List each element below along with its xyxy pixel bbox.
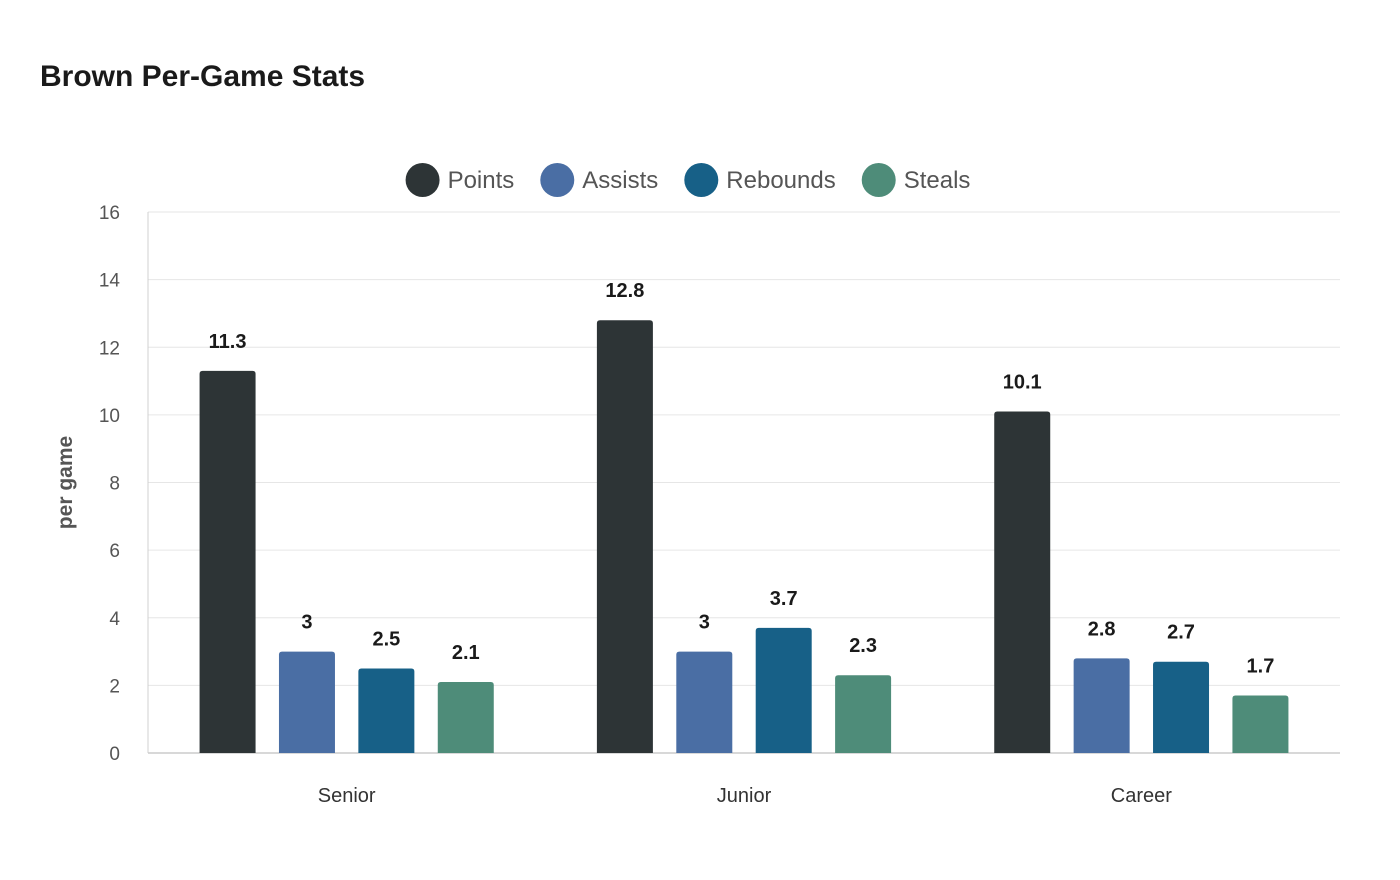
legend-label: Points bbox=[448, 167, 515, 194]
y-tick-label: 2 bbox=[109, 676, 120, 697]
legend-label: Rebounds bbox=[726, 167, 835, 194]
bar-assists-career bbox=[1073, 658, 1130, 753]
legend-label: Steals bbox=[904, 167, 971, 194]
legend-swatch-steals bbox=[861, 163, 896, 197]
bar-points-junior bbox=[596, 320, 653, 753]
y-tick-label: 4 bbox=[109, 609, 120, 630]
data-label: 12.8 bbox=[605, 280, 644, 302]
data-label: 10.1 bbox=[1003, 371, 1042, 393]
bar-steals-senior bbox=[437, 681, 494, 753]
data-label: 11.3 bbox=[209, 331, 247, 353]
data-label: 1.7 bbox=[1247, 656, 1275, 678]
legend-label: Assists bbox=[582, 167, 658, 194]
bar-rebounds-career bbox=[1153, 661, 1210, 753]
legend-swatch-points bbox=[405, 163, 440, 197]
data-label: 2.3 bbox=[849, 635, 877, 657]
y-tick-label: 14 bbox=[99, 271, 121, 292]
x-tick-label: Career bbox=[1111, 785, 1172, 807]
y-axis-label: per game bbox=[54, 436, 77, 529]
data-label: 3.7 bbox=[770, 588, 798, 610]
x-tick-label: Junior bbox=[717, 785, 772, 807]
legend-swatch-assists bbox=[540, 163, 575, 197]
x-tick-label: Senior bbox=[318, 785, 376, 807]
chart-title: Brown Per-Game Stats bbox=[40, 60, 366, 93]
data-label: 3 bbox=[301, 612, 312, 634]
bar-assists-junior bbox=[676, 651, 733, 753]
bar-steals-junior bbox=[835, 675, 892, 753]
bar-rebounds-senior bbox=[358, 668, 415, 753]
y-tick-label: 10 bbox=[99, 406, 120, 427]
data-label: 2.1 bbox=[452, 642, 480, 664]
bar-points-senior bbox=[199, 370, 256, 753]
data-label: 2.7 bbox=[1167, 622, 1195, 644]
y-tick-label: 8 bbox=[109, 474, 120, 495]
bar-rebounds-junior bbox=[755, 627, 812, 753]
data-label: 2.5 bbox=[372, 628, 400, 650]
data-label: 3 bbox=[699, 612, 710, 634]
bar-assists-senior bbox=[278, 651, 335, 753]
y-tick-label: 12 bbox=[99, 338, 120, 359]
legend-swatch-rebounds bbox=[684, 163, 719, 197]
y-tick-label: 16 bbox=[99, 203, 120, 224]
y-tick-label: 6 bbox=[109, 541, 120, 562]
y-tick-label: 0 bbox=[109, 744, 120, 765]
data-label: 2.8 bbox=[1088, 618, 1116, 640]
bar-points-career bbox=[994, 411, 1051, 753]
bar-steals-career bbox=[1232, 695, 1289, 753]
